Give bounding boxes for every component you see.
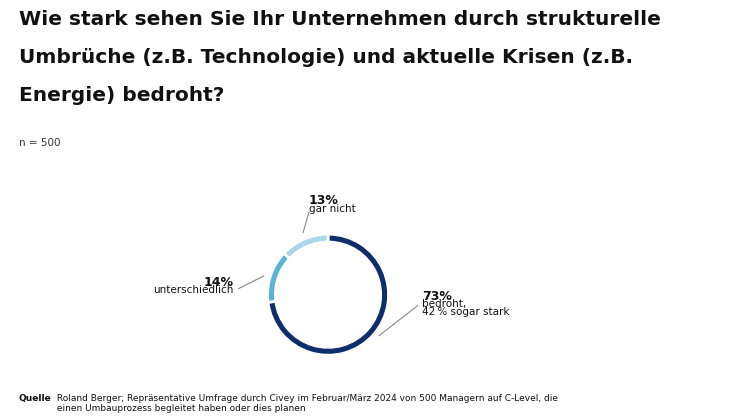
Text: unterschiedlich: unterschiedlich	[153, 285, 233, 295]
Text: Umbrüche (z.B. Technologie) und aktuelle Krisen (z.B.: Umbrüche (z.B. Technologie) und aktuelle…	[19, 48, 633, 67]
Text: 14%: 14%	[204, 276, 233, 289]
Text: n = 500: n = 500	[19, 138, 60, 148]
Text: Energie) bedroht?: Energie) bedroht?	[19, 86, 224, 105]
Text: gar nicht: gar nicht	[309, 204, 355, 214]
Text: bedroht,: bedroht,	[422, 299, 467, 309]
Wedge shape	[284, 234, 328, 259]
Text: Roland Berger; Repräsentative Umfrage durch Civey im Februar/März 2024 von 500 M: Roland Berger; Repräsentative Umfrage du…	[54, 394, 558, 413]
Wedge shape	[268, 234, 389, 355]
Text: 13%: 13%	[309, 194, 339, 207]
Text: Quelle: Quelle	[19, 394, 51, 403]
Text: Wie stark sehen Sie Ihr Unternehmen durch strukturelle: Wie stark sehen Sie Ihr Unternehmen durc…	[19, 10, 660, 29]
Text: 73%: 73%	[422, 290, 452, 303]
Text: 42 % sogar stark: 42 % sogar stark	[422, 307, 510, 317]
Wedge shape	[268, 253, 289, 302]
